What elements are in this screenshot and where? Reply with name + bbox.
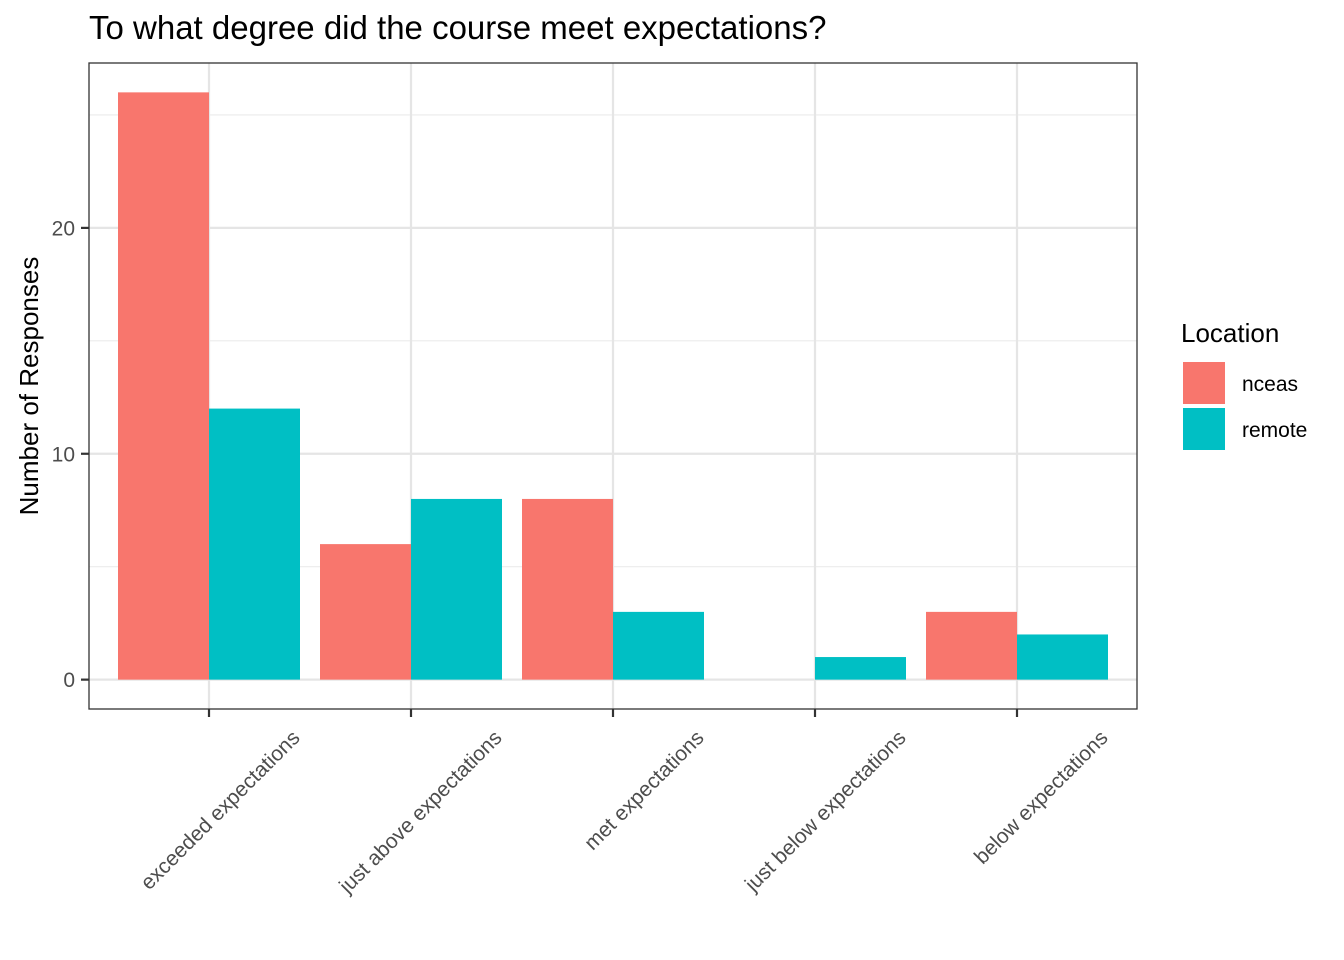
bar-nceas [522, 498, 613, 680]
legend: Location nceas remote [1181, 318, 1307, 450]
legend-label-nceas: nceas [1242, 373, 1298, 396]
bar-remote [613, 611, 704, 680]
bar-remote [411, 498, 502, 680]
x-tick-label: met expectations [580, 726, 709, 855]
x-tick-label: exceeded expectations [136, 726, 304, 894]
x-axis: exceeded expectations just above expectat… [136, 709, 1113, 898]
bar-remote [209, 408, 300, 680]
bars [118, 92, 1108, 680]
x-tick-label: just above expectations [334, 726, 506, 898]
y-tick-label: 20 [52, 217, 75, 240]
y-tick-label: 10 [52, 443, 75, 466]
legend-key-remote [1183, 408, 1225, 450]
legend-title: Location [1181, 318, 1279, 348]
y-tick-label: 0 [63, 669, 75, 692]
bar-remote [815, 657, 906, 680]
x-tick-label: just below expectations [740, 726, 911, 897]
y-axis-title: Number of Responses [14, 257, 44, 516]
chart-title: To what degree did the course meet expec… [89, 9, 826, 46]
plot-panel [88, 62, 1138, 710]
x-tick-label: below expectations [970, 726, 1113, 869]
legend-items: nceas remote [1183, 362, 1307, 450]
bar-remote [1017, 634, 1108, 680]
bar-nceas [320, 544, 411, 680]
bar-nceas [926, 611, 1017, 680]
legend-key-nceas [1183, 362, 1225, 404]
bar-nceas [118, 92, 209, 680]
y-axis: 0 10 20 [52, 217, 89, 692]
legend-label-remote: remote [1242, 419, 1307, 442]
